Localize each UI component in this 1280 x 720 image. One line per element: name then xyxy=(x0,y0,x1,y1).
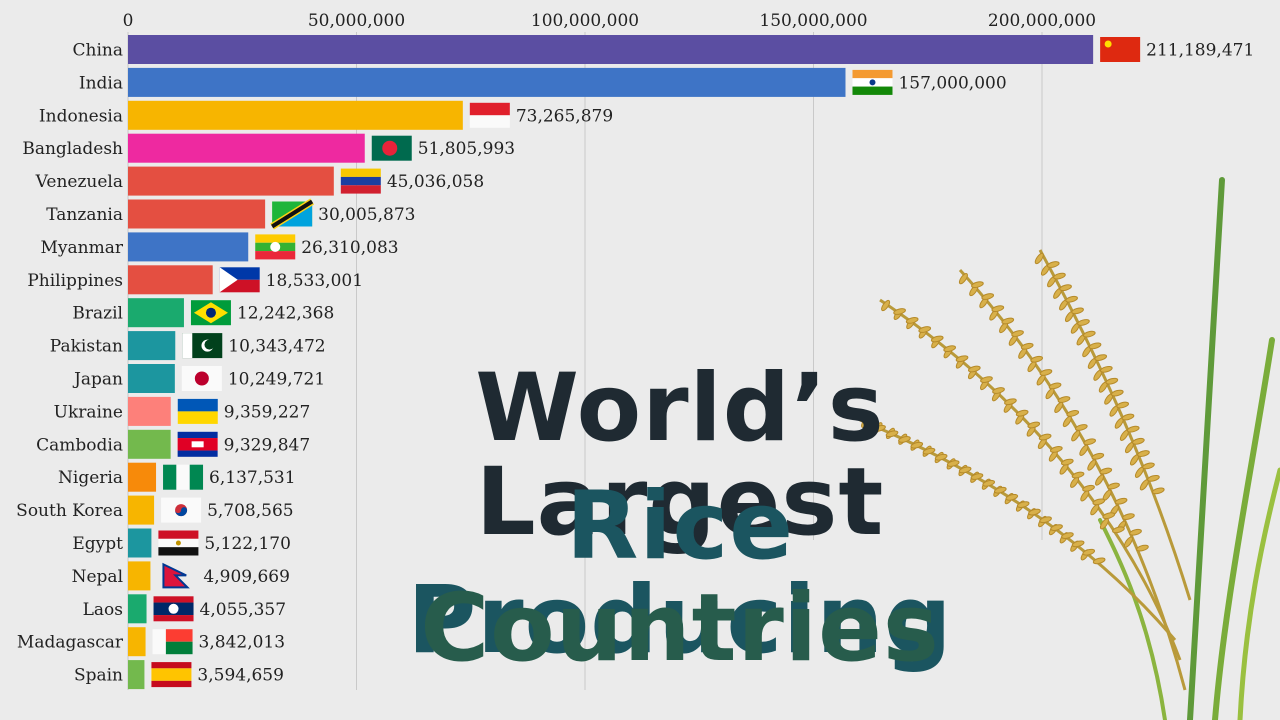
bar xyxy=(128,462,157,492)
cambodia-flag xyxy=(177,431,218,457)
x-tick-label: 200,000,000 xyxy=(988,11,1096,31)
bar xyxy=(128,265,213,295)
tanzania-flag xyxy=(270,198,314,230)
value-label: 9,329,847 xyxy=(224,435,311,455)
value-label: 12,242,368 xyxy=(237,304,334,324)
bar xyxy=(128,298,184,328)
value-label: 157,000,000 xyxy=(898,73,1006,93)
x-axis-ticks: 0 50,000,000 100,000,000 150,000,000 200,000… xyxy=(123,11,1096,31)
category-label: Egypt xyxy=(72,534,123,554)
madagascar-flag xyxy=(152,629,193,655)
bar xyxy=(128,528,152,558)
category-label: Nepal xyxy=(72,567,123,587)
bar xyxy=(128,495,155,525)
south-korea-flag xyxy=(161,497,202,523)
bar xyxy=(128,660,145,690)
value-label: 51,805,993 xyxy=(418,139,515,159)
category-label: Ukraine xyxy=(54,402,123,422)
china-flag xyxy=(1100,37,1141,62)
category-label: Nigeria xyxy=(58,468,123,488)
bar xyxy=(128,594,147,624)
category-label: Japan xyxy=(72,370,123,390)
bar xyxy=(128,331,176,361)
value-label: 45,036,058 xyxy=(387,172,484,192)
bar xyxy=(128,364,175,393)
category-label: Cambodia xyxy=(36,435,123,455)
category-label: Bangladesh xyxy=(22,139,123,159)
value-label: 26,310,083 xyxy=(301,238,398,258)
category-label: Philippines xyxy=(27,271,123,291)
value-label: 10,249,721 xyxy=(228,370,325,390)
pakistan-flag xyxy=(182,333,223,359)
bangladesh-flag xyxy=(371,135,412,161)
x-tick-label: 50,000,000 xyxy=(308,11,405,31)
category-label: South Korea xyxy=(16,501,123,521)
category-label: Venezuela xyxy=(35,172,123,192)
x-tick-label: 100,000,000 xyxy=(531,11,639,31)
category-label: Laos xyxy=(83,600,123,620)
category-label: Spain xyxy=(74,666,123,686)
egypt-flag xyxy=(158,530,199,556)
bar xyxy=(128,232,249,262)
philippines-flag xyxy=(219,267,260,293)
value-label: 10,343,472 xyxy=(228,337,325,357)
japan-flag xyxy=(181,366,222,391)
category-label: Tanzania xyxy=(46,205,123,225)
value-label: 3,842,013 xyxy=(199,633,286,653)
category-label: Indonesia xyxy=(39,106,123,126)
category-label: China xyxy=(73,41,123,61)
bars: China 211,189,471 India 157,000,000 Indonesi… xyxy=(16,35,1254,690)
value-label: 5,708,565 xyxy=(207,501,294,521)
bar xyxy=(128,627,146,657)
category-label: India xyxy=(79,73,123,93)
value-label: 211,189,471 xyxy=(1146,41,1254,61)
ukraine-flag xyxy=(177,398,218,424)
category-label: Brazil xyxy=(72,304,123,324)
value-label: 6,137,531 xyxy=(209,468,296,488)
title-line-3: Countries xyxy=(420,574,940,683)
value-label: 5,122,170 xyxy=(204,534,291,554)
myanmar-flag xyxy=(255,234,296,260)
value-label: 18,533,001 xyxy=(266,271,363,291)
value-label: 3,594,659 xyxy=(197,666,284,686)
bar xyxy=(128,429,171,459)
category-label: Madagascar xyxy=(17,633,124,653)
value-label: 4,055,357 xyxy=(200,600,287,620)
spain-flag xyxy=(151,662,192,688)
nigeria-flag xyxy=(163,464,204,490)
x-tick-label: 0 xyxy=(123,11,134,31)
bar xyxy=(128,561,151,591)
bar xyxy=(128,67,846,97)
nepal-flag xyxy=(162,562,190,589)
bar xyxy=(128,133,365,163)
value-label: 73,265,879 xyxy=(516,106,613,126)
bar xyxy=(128,166,334,196)
value-label: 30,005,873 xyxy=(318,205,415,225)
venezuela-flag xyxy=(340,168,381,194)
brazil-flag xyxy=(190,300,231,326)
value-label: 4,909,669 xyxy=(203,567,290,587)
x-tick-label: 150,000,000 xyxy=(759,11,867,31)
category-label: Myanmar xyxy=(41,238,124,258)
bar xyxy=(128,396,171,426)
india-flag xyxy=(852,69,893,95)
laos-flag xyxy=(153,596,194,622)
title-line-1: World’s Largest xyxy=(475,354,885,557)
category-label: Pakistan xyxy=(50,337,123,357)
indonesia-flag xyxy=(469,102,510,128)
bar xyxy=(128,35,1094,64)
bar xyxy=(128,199,266,229)
value-label: 9,359,227 xyxy=(224,402,311,422)
bar xyxy=(128,100,463,130)
title-line-2: Rice Producing xyxy=(407,472,953,675)
